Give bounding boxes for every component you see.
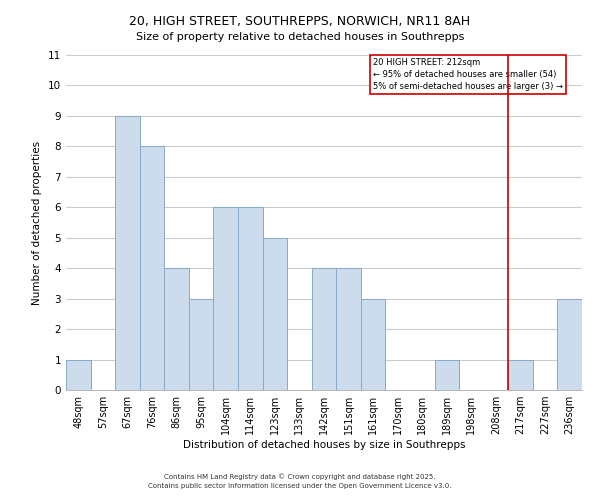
X-axis label: Distribution of detached houses by size in Southrepps: Distribution of detached houses by size … bbox=[183, 440, 465, 450]
Y-axis label: Number of detached properties: Number of detached properties bbox=[32, 140, 43, 304]
Bar bbox=[214, 208, 238, 390]
Bar bbox=[557, 298, 582, 390]
Bar bbox=[434, 360, 459, 390]
Bar bbox=[140, 146, 164, 390]
Bar bbox=[115, 116, 140, 390]
Bar bbox=[336, 268, 361, 390]
Bar bbox=[238, 208, 263, 390]
Text: 20, HIGH STREET, SOUTHREPPS, NORWICH, NR11 8AH: 20, HIGH STREET, SOUTHREPPS, NORWICH, NR… bbox=[130, 15, 470, 28]
Bar bbox=[164, 268, 189, 390]
Text: Contains HM Land Registry data © Crown copyright and database right 2025.
Contai: Contains HM Land Registry data © Crown c… bbox=[148, 474, 452, 489]
Bar bbox=[263, 238, 287, 390]
Bar bbox=[361, 298, 385, 390]
Text: Size of property relative to detached houses in Southrepps: Size of property relative to detached ho… bbox=[136, 32, 464, 42]
Text: 20 HIGH STREET: 212sqm
← 95% of detached houses are smaller (54)
5% of semi-deta: 20 HIGH STREET: 212sqm ← 95% of detached… bbox=[373, 58, 563, 91]
Bar bbox=[508, 360, 533, 390]
Bar bbox=[312, 268, 336, 390]
Bar bbox=[189, 298, 214, 390]
Bar bbox=[66, 360, 91, 390]
